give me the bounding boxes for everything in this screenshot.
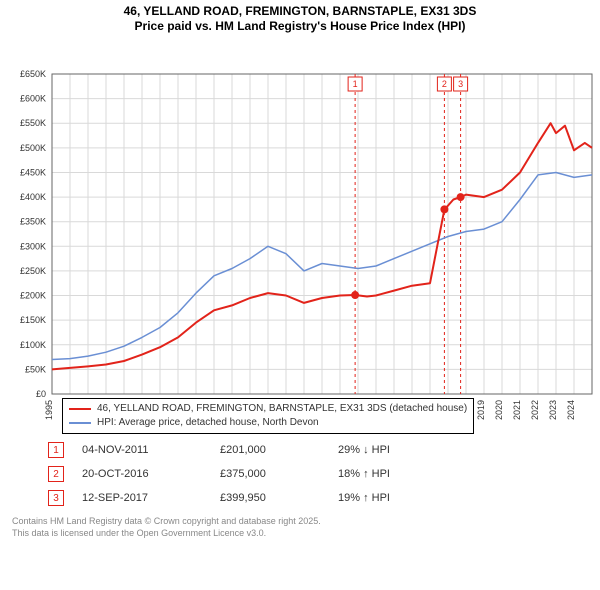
svg-text:2021: 2021 xyxy=(512,400,522,420)
svg-text:£550K: £550K xyxy=(20,118,46,128)
sale-date: 12-SEP-2017 xyxy=(82,492,202,504)
sales-table: 1 04-NOV-2011 £201,000 29% ↓ HPI 2 20-OCT-201… xyxy=(0,430,600,510)
sale-row: 3 12-SEP-2017 £399,950 19% ↑ HPI xyxy=(48,486,580,510)
svg-text:£250K: £250K xyxy=(20,266,46,276)
attribution-footer: Contains HM Land Registry data © Crown c… xyxy=(0,510,600,539)
chart-container: 46, YELLAND ROAD, FREMINGTON, BARNSTAPLE… xyxy=(0,0,600,430)
svg-text:2023: 2023 xyxy=(548,400,558,420)
sale-price: £201,000 xyxy=(220,444,320,456)
footer-line-2: This data is licensed under the Open Gov… xyxy=(12,528,588,540)
legend-swatch xyxy=(69,422,91,424)
sale-hpi-diff: 18% ↑ HPI xyxy=(338,468,458,480)
legend-label: 46, YELLAND ROAD, FREMINGTON, BARNSTAPLE… xyxy=(97,402,467,416)
chart-title: 46, YELLAND ROAD, FREMINGTON, BARNSTAPLE… xyxy=(0,0,600,34)
sale-date: 04-NOV-2011 xyxy=(82,444,202,456)
svg-text:2019: 2019 xyxy=(476,400,486,420)
legend-item: HPI: Average price, detached house, Nort… xyxy=(69,416,467,430)
sale-marker: 2 xyxy=(48,466,64,482)
sale-date: 20-OCT-2016 xyxy=(82,468,202,480)
svg-text:£200K: £200K xyxy=(20,291,46,301)
svg-text:3: 3 xyxy=(458,79,463,89)
svg-text:£450K: £450K xyxy=(20,167,46,177)
svg-text:£100K: £100K xyxy=(20,340,46,350)
svg-text:£50K: £50K xyxy=(25,364,46,374)
svg-text:1995: 1995 xyxy=(44,400,54,420)
sale-marker: 3 xyxy=(48,490,64,506)
legend: 46, YELLAND ROAD, FREMINGTON, BARNSTAPLE… xyxy=(62,398,474,434)
svg-text:£0: £0 xyxy=(36,389,46,399)
legend-swatch xyxy=(69,408,91,410)
sale-row: 1 04-NOV-2011 £201,000 29% ↓ HPI xyxy=(48,438,580,462)
svg-text:2: 2 xyxy=(442,79,447,89)
sale-hpi-diff: 29% ↓ HPI xyxy=(338,444,458,456)
svg-text:2022: 2022 xyxy=(530,400,540,420)
svg-text:£650K: £650K xyxy=(20,69,46,79)
sale-marker: 1 xyxy=(48,442,64,458)
sale-price: £399,950 xyxy=(220,492,320,504)
legend-item: 46, YELLAND ROAD, FREMINGTON, BARNSTAPLE… xyxy=(69,402,467,416)
sale-row: 2 20-OCT-2016 £375,000 18% ↑ HPI xyxy=(48,462,580,486)
line-chart: £0 £50K £100K £150K £200K £250K £300K £350K £400… xyxy=(0,34,600,424)
title-line-2: Price paid vs. HM Land Registry's House … xyxy=(0,19,600,34)
svg-text:£150K: £150K xyxy=(20,315,46,325)
svg-text:2020: 2020 xyxy=(494,400,504,420)
legend-label: HPI: Average price, detached house, Nort… xyxy=(97,416,319,430)
footer-line-1: Contains HM Land Registry data © Crown c… xyxy=(12,516,588,528)
svg-text:£350K: £350K xyxy=(20,217,46,227)
svg-text:£300K: £300K xyxy=(20,241,46,251)
sale-hpi-diff: 19% ↑ HPI xyxy=(338,492,458,504)
svg-text:£500K: £500K xyxy=(20,143,46,153)
sale-price: £375,000 xyxy=(220,468,320,480)
title-line-1: 46, YELLAND ROAD, FREMINGTON, BARNSTAPLE… xyxy=(0,4,600,19)
svg-text:2024: 2024 xyxy=(566,400,576,420)
svg-text:1: 1 xyxy=(353,79,358,89)
svg-text:£600K: £600K xyxy=(20,94,46,104)
svg-text:£400K: £400K xyxy=(20,192,46,202)
